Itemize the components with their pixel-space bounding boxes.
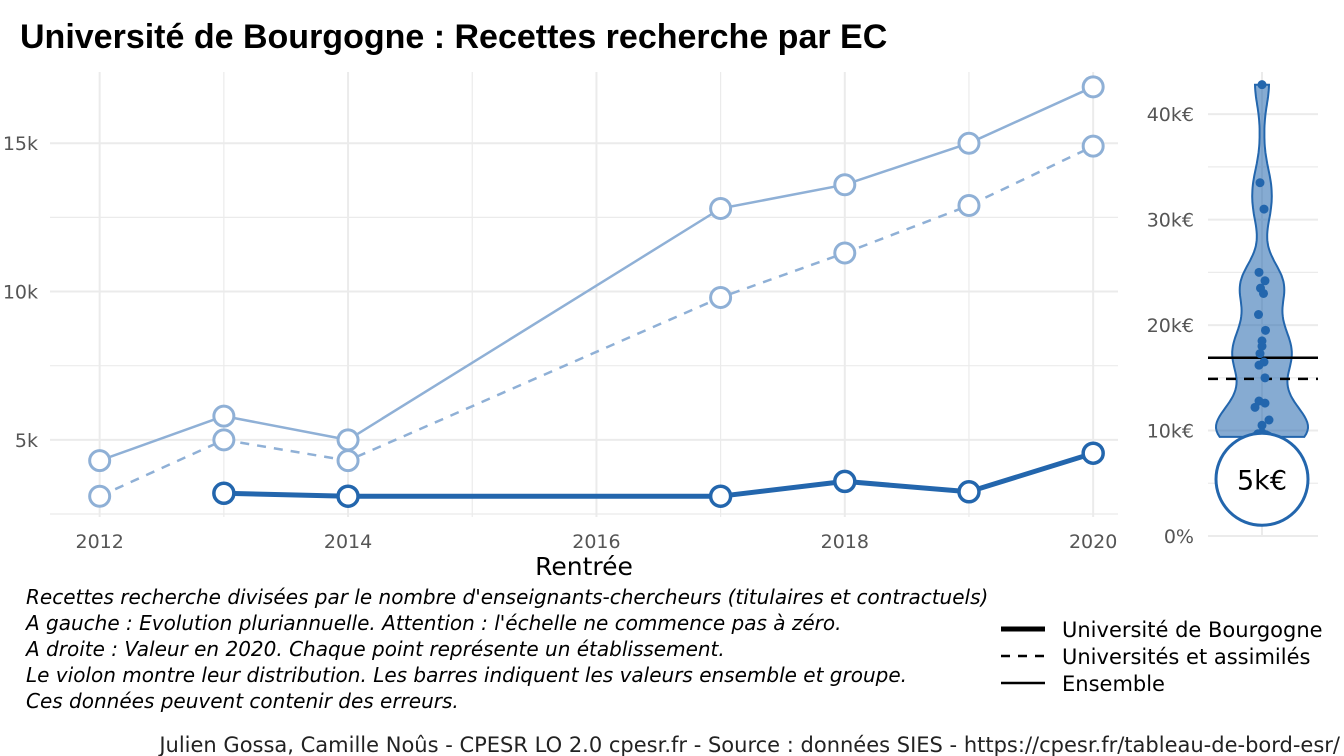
data-point [212, 404, 236, 428]
source-caption: Julien Gossa, Camille Noûs - CPESR LO 2.… [157, 733, 1341, 756]
series-dashed [88, 134, 1105, 508]
establishment-point [1257, 420, 1267, 430]
y-tick-label: 5k [15, 430, 38, 452]
data-point [957, 480, 981, 504]
establishment-point [1254, 360, 1264, 370]
series-solid-thick [212, 441, 1105, 508]
evolution-panel: 2012 2014 2016 2018 2020 5k 10k 15k Rentrée [3, 72, 1118, 581]
data-point [212, 428, 236, 452]
establishment-point [1264, 415, 1274, 425]
establishment-point [1257, 80, 1267, 90]
data-point [212, 481, 236, 506]
data-point [833, 241, 857, 265]
axis-ticks: 0% 10k€ 20k€ 30k€ 40k€ [1147, 104, 1194, 548]
establishment-point [1260, 398, 1270, 408]
data-point [708, 484, 733, 508]
x-tick-label: 2012 [75, 531, 123, 553]
establishment-point [1254, 267, 1264, 277]
data-point [1081, 441, 1105, 465]
y-tick-label: 20k€ [1147, 315, 1194, 337]
data-point [336, 428, 360, 452]
note-line: Ces données peuvent contenir des erreurs… [26, 689, 459, 713]
legend-label: Universités et assimilés [1062, 645, 1310, 669]
chart-title: Université de Bourgogne : Recettes reche… [20, 18, 887, 56]
establishment-point [1255, 178, 1265, 188]
y-tick-label: 10k€ [1147, 421, 1194, 443]
distribution-panel: 0% 10k€ 20k€ 30k€ 40k€ 5k€ [1147, 72, 1318, 548]
establishment-point [1259, 288, 1268, 298]
axis-ticks: 2012 2014 2016 2018 2020 5k 10k 15k [3, 133, 1118, 553]
data-point [833, 173, 857, 197]
x-axis-label: Rentrée [535, 552, 633, 581]
data-point [957, 131, 981, 155]
legend: Université de Bourgogne Universités et as… [1001, 618, 1323, 696]
data-point [88, 484, 112, 508]
note-line: A gauche : Evolution pluriannuelle. Atte… [24, 611, 842, 635]
establishment-point [1254, 310, 1263, 320]
data-point [88, 449, 112, 473]
data-point [833, 469, 857, 494]
y-tick-label: 40k€ [1147, 104, 1194, 126]
establishment-point [1260, 276, 1270, 286]
data-point [336, 449, 360, 473]
violin-shape [1214, 83, 1310, 438]
legend-label: Ensemble [1062, 672, 1165, 696]
series-layer [88, 75, 1105, 508]
note-line: Le violon montre leur distribution. Les … [26, 663, 907, 687]
x-tick-label: 2020 [1069, 531, 1117, 553]
legend-label: Université de Bourgogne [1062, 618, 1323, 642]
data-point [709, 285, 733, 309]
data-point [957, 194, 981, 217]
data-point [1081, 75, 1105, 99]
establishment-point [1259, 204, 1269, 214]
x-tick-label: 2014 [324, 531, 372, 553]
highlight-value-label: 5k€ [1237, 465, 1287, 496]
data-point [1081, 134, 1105, 158]
x-tick-label: 2018 [821, 531, 869, 553]
x-tick-label: 2016 [572, 531, 620, 553]
notes-block: Recettes recherche divisées par le nombr… [24, 585, 988, 713]
establishment-point [1257, 341, 1267, 351]
series-solid-thin [88, 75, 1105, 473]
establishment-point [1255, 349, 1265, 359]
series-line [223, 450, 1094, 499]
violin-layer: 5k€ [1208, 80, 1318, 527]
highlight-circle [1214, 431, 1310, 527]
data-point [336, 484, 360, 508]
y-tick-label: 10k [3, 282, 38, 304]
establishment-point [1261, 325, 1270, 335]
data-point [709, 196, 733, 220]
note-line: A droite : Valeur en 2020. Chaque point … [24, 637, 725, 661]
y-tick-label: 30k€ [1147, 210, 1194, 232]
y-tick-label: 0% [1164, 526, 1194, 548]
establishment-point [1260, 373, 1270, 383]
establishment-point [1250, 402, 1260, 412]
note-line: Recettes recherche divisées par le nombr… [26, 585, 988, 609]
y-tick-label: 15k [3, 133, 38, 155]
